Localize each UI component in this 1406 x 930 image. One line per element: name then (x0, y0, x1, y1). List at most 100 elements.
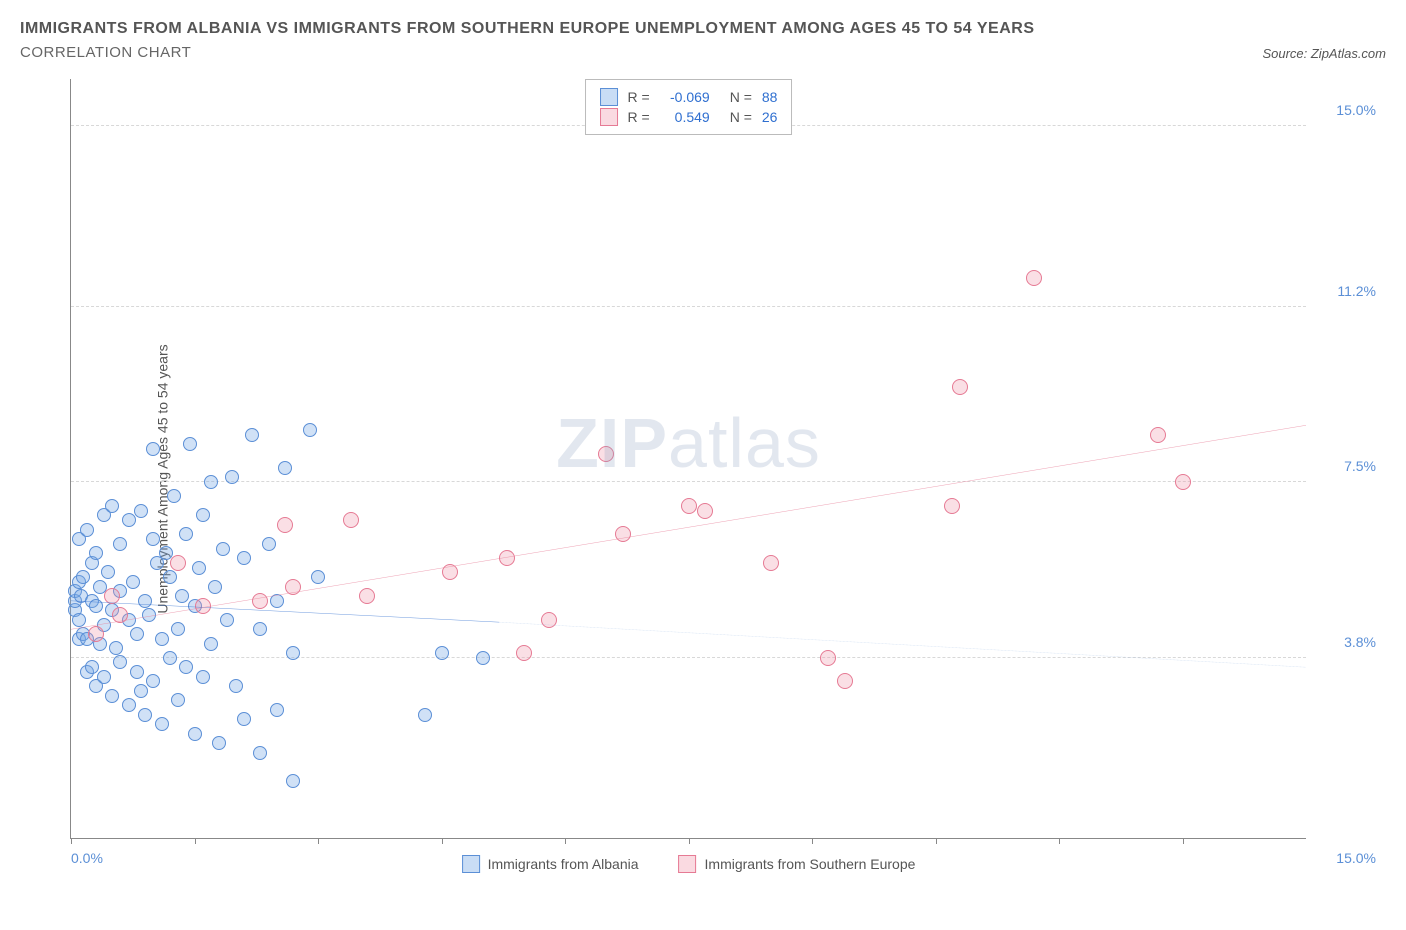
swatch-a-icon (462, 855, 480, 873)
n-label: N = (730, 89, 752, 105)
chart-title: IMMIGRANTS FROM ALBANIA VS IMMIGRANTS FR… (20, 20, 1386, 38)
data-point (311, 570, 325, 584)
x-axis-max-label: 15.0% (1336, 850, 1376, 866)
data-point (88, 626, 104, 642)
data-point (126, 575, 140, 589)
plot-area: ZIPatlas R = -0.069 N = 88 R = 0.549 N =… (70, 79, 1306, 839)
data-point (113, 537, 127, 551)
data-point (188, 727, 202, 741)
data-point (89, 599, 103, 613)
data-point (286, 774, 300, 788)
data-point (179, 527, 193, 541)
data-point (130, 665, 144, 679)
data-point (1026, 270, 1042, 286)
data-point (252, 593, 268, 609)
data-point (179, 660, 193, 674)
data-point (763, 555, 779, 571)
chart-container: Unemployment Among Ages 45 to 54 years Z… (20, 69, 1386, 889)
data-point (418, 708, 432, 722)
n-label: N = (730, 109, 752, 125)
data-point (196, 508, 210, 522)
data-point (155, 632, 169, 646)
r-value-b: 0.549 (660, 109, 710, 125)
data-point (253, 746, 267, 760)
data-point (359, 588, 375, 604)
data-point (122, 513, 136, 527)
chart-header: IMMIGRANTS FROM ALBANIA VS IMMIGRANTS FR… (20, 20, 1386, 61)
swatch-b-icon (600, 108, 618, 126)
x-tick (1183, 838, 1184, 844)
data-point (97, 670, 111, 684)
data-point (171, 622, 185, 636)
x-tick (1059, 838, 1060, 844)
data-point (195, 598, 211, 614)
data-point (237, 712, 251, 726)
data-point (253, 622, 267, 636)
data-point (303, 423, 317, 437)
x-tick (689, 838, 690, 844)
x-tick (936, 838, 937, 844)
data-point (105, 499, 119, 513)
chart-subtitle: CORRELATION CHART (20, 44, 191, 61)
legend-item-a: Immigrants from Albania (462, 855, 639, 873)
data-point (952, 379, 968, 395)
data-point (1175, 474, 1191, 490)
data-point (216, 542, 230, 556)
data-point (146, 442, 160, 456)
r-value-a: -0.069 (660, 89, 710, 105)
data-point (1150, 427, 1166, 443)
data-point (130, 627, 144, 641)
data-point (277, 517, 293, 533)
data-point (196, 670, 210, 684)
data-point (229, 679, 243, 693)
x-tick (812, 838, 813, 844)
series-legend: Immigrants from Albania Immigrants from … (462, 855, 916, 873)
x-tick (318, 838, 319, 844)
data-point (105, 689, 119, 703)
data-point (76, 570, 90, 584)
data-point (192, 561, 206, 575)
data-point (278, 461, 292, 475)
gridline (71, 481, 1306, 482)
data-point (134, 684, 148, 698)
data-point (598, 446, 614, 462)
legend-row-a: R = -0.069 N = 88 (600, 88, 778, 106)
swatch-b-icon (679, 855, 697, 873)
data-point (80, 523, 94, 537)
gridline (71, 306, 1306, 307)
legend-label-a: Immigrants from Albania (488, 856, 639, 872)
source-attribution: Source: ZipAtlas.com (1262, 46, 1386, 61)
data-point (237, 551, 251, 565)
data-point (435, 646, 449, 660)
x-tick (442, 838, 443, 844)
data-point (101, 565, 115, 579)
data-point (212, 736, 226, 750)
data-point (142, 608, 156, 622)
data-point (72, 613, 86, 627)
correlation-legend: R = -0.069 N = 88 R = 0.549 N = 26 (585, 79, 793, 135)
gridline (71, 657, 1306, 658)
data-point (837, 673, 853, 689)
data-point (208, 580, 222, 594)
data-point (171, 693, 185, 707)
data-point (112, 607, 128, 623)
y-tick-label: 3.8% (1316, 634, 1376, 650)
data-point (109, 641, 123, 655)
x-tick (565, 838, 566, 844)
data-point (944, 498, 960, 514)
data-point (113, 655, 127, 669)
data-point (262, 537, 276, 551)
data-point (138, 708, 152, 722)
data-point (85, 660, 99, 674)
data-point (541, 612, 557, 628)
data-point (442, 564, 458, 580)
data-point (122, 698, 136, 712)
y-tick-label: 7.5% (1316, 458, 1376, 474)
data-point (245, 428, 259, 442)
x-axis-min-label: 0.0% (71, 850, 103, 866)
data-point (516, 645, 532, 661)
data-point (270, 594, 284, 608)
data-point (499, 550, 515, 566)
data-point (163, 570, 177, 584)
data-point (89, 546, 103, 560)
